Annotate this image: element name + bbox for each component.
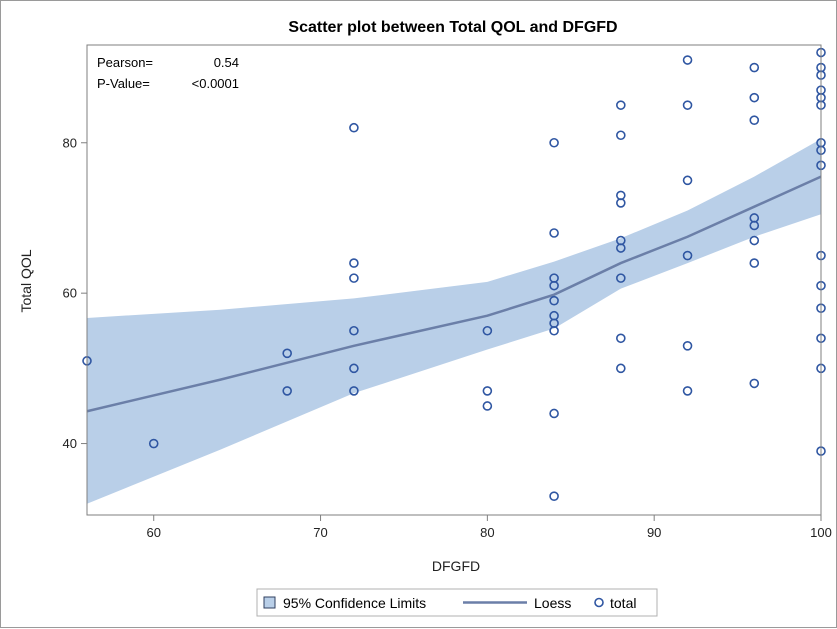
plot-frame	[86, 44, 822, 516]
data-point	[616, 333, 626, 344]
data-point	[349, 122, 359, 133]
plot-area	[82, 47, 826, 504]
legend-total-swatch	[594, 597, 604, 608]
data-point	[616, 100, 626, 110]
pvalue-value: <0.0001	[192, 76, 239, 91]
legend-box	[256, 588, 658, 617]
data-point	[549, 491, 559, 502]
data-point	[616, 273, 626, 283]
pvalue-label: P-Value=	[97, 76, 150, 91]
data-point	[349, 386, 359, 396]
data-point	[682, 55, 693, 65]
data-point	[549, 408, 559, 419]
loess-line	[86, 175, 822, 413]
data-point	[349, 258, 359, 268]
x-tick-label: 60	[146, 525, 160, 540]
data-point	[549, 137, 559, 148]
data-point	[682, 340, 693, 351]
y-tick-label: 40	[63, 436, 77, 451]
data-point	[616, 198, 626, 208]
x-tick-label: 70	[313, 525, 327, 540]
data-point	[482, 325, 493, 336]
data-point	[682, 175, 693, 186]
y-tick-label: 80	[63, 135, 77, 150]
y-tick-label: 60	[63, 286, 77, 301]
data-point	[549, 228, 559, 238]
data-point	[682, 386, 693, 396]
x-tick-label: 90	[647, 525, 661, 540]
x-axis-label: DFGFD	[432, 558, 480, 574]
data-point	[749, 62, 760, 73]
data-point	[482, 386, 493, 396]
x-tick-label: 80	[480, 525, 494, 540]
data-point	[749, 220, 760, 231]
data-point	[749, 92, 760, 103]
data-point	[749, 235, 760, 246]
data-point	[682, 250, 693, 261]
data-point	[616, 363, 626, 374]
data-point	[349, 363, 359, 374]
confidence-band	[87, 139, 821, 504]
data-point	[549, 325, 559, 336]
data-point	[749, 378, 760, 389]
data-point	[549, 280, 559, 291]
pearson-label: Pearson=	[97, 55, 153, 70]
legend: 95% Confidence Limits Loess total	[256, 588, 658, 617]
chart-title: Scatter plot between Total QOL and DFGFD	[288, 19, 617, 36]
data-point	[282, 348, 292, 359]
data-point	[148, 438, 159, 449]
legend-band-swatch	[263, 596, 276, 609]
legend-loess-label: Loess	[534, 595, 571, 611]
data-point	[482, 401, 493, 411]
y-axis-label: Total QOL	[18, 249, 34, 312]
data-point	[349, 273, 359, 283]
data-point	[749, 115, 760, 125]
data-point	[282, 386, 292, 396]
legend-band-label: 95% Confidence Limits	[283, 595, 426, 611]
data-point	[616, 130, 626, 141]
data-point	[349, 325, 359, 336]
x-tick-label: 100	[810, 525, 832, 540]
data-point	[682, 100, 693, 110]
data-point	[616, 243, 626, 253]
legend-total-label: total	[610, 595, 636, 611]
data-point	[749, 258, 760, 268]
axes: 60 70 80 90 100 40 60 80	[63, 135, 832, 540]
pearson-value: 0.54	[214, 55, 239, 70]
data-point	[549, 295, 559, 306]
